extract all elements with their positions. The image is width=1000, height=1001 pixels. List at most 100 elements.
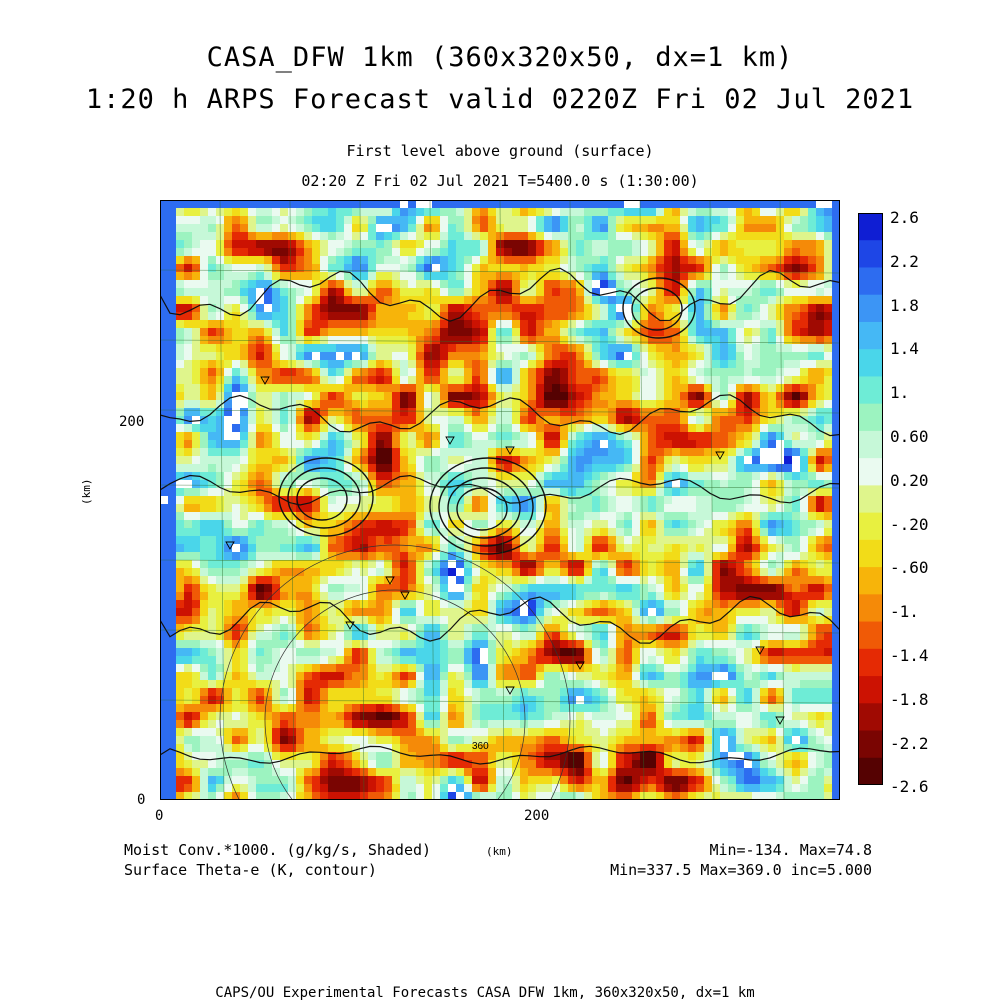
field-cell (304, 648, 312, 656)
field-cell (336, 256, 344, 264)
field-cell (416, 456, 424, 464)
field-cell (272, 592, 280, 600)
field-cell (784, 624, 792, 632)
field-cell (552, 496, 560, 504)
field-cell (784, 336, 792, 344)
field-cell (640, 200, 648, 208)
field-cell (232, 312, 240, 320)
field-cell (744, 248, 752, 256)
field-cell (312, 448, 320, 456)
field-cell (424, 200, 432, 208)
field-cell (472, 496, 480, 504)
field-cell (208, 320, 216, 328)
field-cell (456, 640, 464, 648)
field-cell (568, 664, 576, 672)
field-cell (648, 464, 656, 472)
field-cell (464, 448, 472, 456)
field-cell (208, 200, 216, 208)
field-cell (808, 416, 816, 424)
field-cell (296, 240, 304, 248)
field-cell (352, 328, 360, 336)
field-cell (680, 448, 688, 456)
field-cell (624, 456, 632, 464)
field-cell (448, 480, 456, 488)
field-cell (776, 576, 784, 584)
field-cell (784, 392, 792, 400)
field-cell (400, 352, 408, 360)
field-cell (808, 560, 816, 568)
field-cell (328, 368, 336, 376)
field-cell (432, 632, 440, 640)
field-cell (632, 472, 640, 480)
field-cell (352, 648, 360, 656)
field-cell (256, 264, 264, 272)
field-cell (240, 424, 248, 432)
field-cell (704, 368, 712, 376)
field-cell (496, 384, 504, 392)
field-cell (400, 360, 408, 368)
field-cell (584, 264, 592, 272)
field-cell (456, 320, 464, 328)
field-cell (832, 328, 840, 336)
field-cell (584, 496, 592, 504)
field-cell (320, 528, 328, 536)
field-cell (640, 264, 648, 272)
field-cell (824, 512, 832, 520)
field-cell (288, 592, 296, 600)
field-cell (392, 496, 400, 504)
field-cell (496, 272, 504, 280)
field-cell (456, 264, 464, 272)
field-cell (592, 312, 600, 320)
field-cell (488, 616, 496, 624)
field-cell (552, 512, 560, 520)
field-cell (608, 488, 616, 496)
field-cell (344, 512, 352, 520)
field-cell (312, 392, 320, 400)
field-cell (808, 256, 816, 264)
field-cell (232, 408, 240, 416)
field-cell (776, 384, 784, 392)
field-cell (808, 576, 816, 584)
field-cell (824, 376, 832, 384)
field-cell (552, 200, 560, 208)
field-cell (408, 488, 416, 496)
field-cell (232, 272, 240, 280)
field-cell (528, 592, 536, 600)
field-cell (496, 544, 504, 552)
field-cell (720, 608, 728, 616)
field-cell (232, 280, 240, 288)
field-cell (376, 496, 384, 504)
field-cell (368, 568, 376, 576)
field-cell (472, 376, 480, 384)
field-cell (256, 240, 264, 248)
field-cell (544, 328, 552, 336)
field-cell (608, 400, 616, 408)
field-cell (760, 368, 768, 376)
field-cell (816, 464, 824, 472)
field-cell (816, 496, 824, 504)
field-cell (328, 640, 336, 648)
field-cell (672, 328, 680, 336)
field-cell (680, 632, 688, 640)
field-cell (344, 592, 352, 600)
field-cell (376, 576, 384, 584)
field-cell (512, 480, 520, 488)
field-cell (440, 624, 448, 632)
field-cell (184, 416, 192, 424)
field-cell (680, 512, 688, 520)
field-cell (592, 520, 600, 528)
field-cell (776, 248, 784, 256)
field-cell (560, 352, 568, 360)
field-cell (744, 320, 752, 328)
field-cell (464, 496, 472, 504)
field-cell (800, 488, 808, 496)
field-cell (464, 576, 472, 584)
field-cell (168, 568, 176, 576)
field-cell (488, 352, 496, 360)
field-cell (240, 512, 248, 520)
field-cell (448, 232, 456, 240)
field-cell (488, 280, 496, 288)
field-cell (536, 416, 544, 424)
field-cell (816, 608, 824, 616)
field-cell (256, 200, 264, 208)
